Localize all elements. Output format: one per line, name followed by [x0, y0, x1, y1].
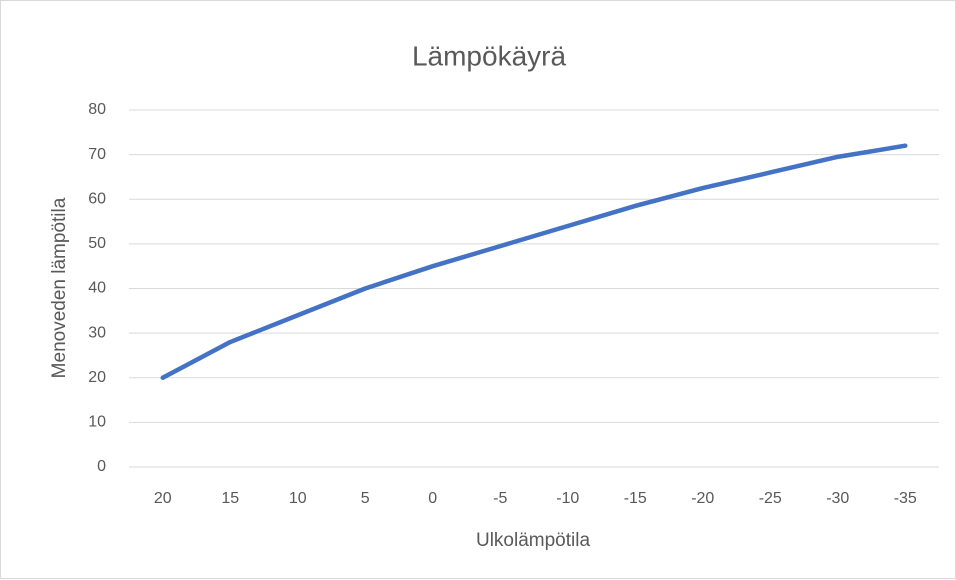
y-tick-label: 0	[97, 458, 106, 475]
x-tick-label: -25	[759, 490, 782, 507]
x-tick-label: -5	[493, 490, 507, 507]
y-tick-label: 30	[88, 324, 106, 341]
line	[160, 143, 908, 380]
y-tick-label: 40	[88, 280, 106, 297]
y-tick-label: 80	[88, 101, 106, 118]
x-tick-label: 20	[154, 490, 172, 507]
y-tick-label: 10	[88, 414, 106, 431]
x-tick-label: -30	[826, 490, 849, 507]
y-axis-label: Menoveden lämpötila	[49, 197, 70, 378]
chart-title: Lämpökäyrä	[412, 40, 567, 71]
x-axis-label: Ulkolämpötila	[476, 530, 590, 551]
x-tick-label: -20	[691, 490, 714, 507]
x-tick-label: -15	[624, 490, 647, 507]
y-tick-label: 20	[88, 369, 106, 386]
y-tick-label: 70	[88, 146, 106, 163]
y-tick-label: 60	[88, 190, 106, 207]
x-tick-label: 10	[289, 490, 307, 507]
x-tick-label: -10	[556, 490, 579, 507]
x-tick-label: 15	[221, 490, 239, 507]
x-tick-label: 0	[428, 490, 437, 507]
y-tick-label: 50	[88, 235, 106, 252]
x-tick-label: 5	[361, 490, 370, 507]
x-tick-label: -35	[894, 490, 917, 507]
